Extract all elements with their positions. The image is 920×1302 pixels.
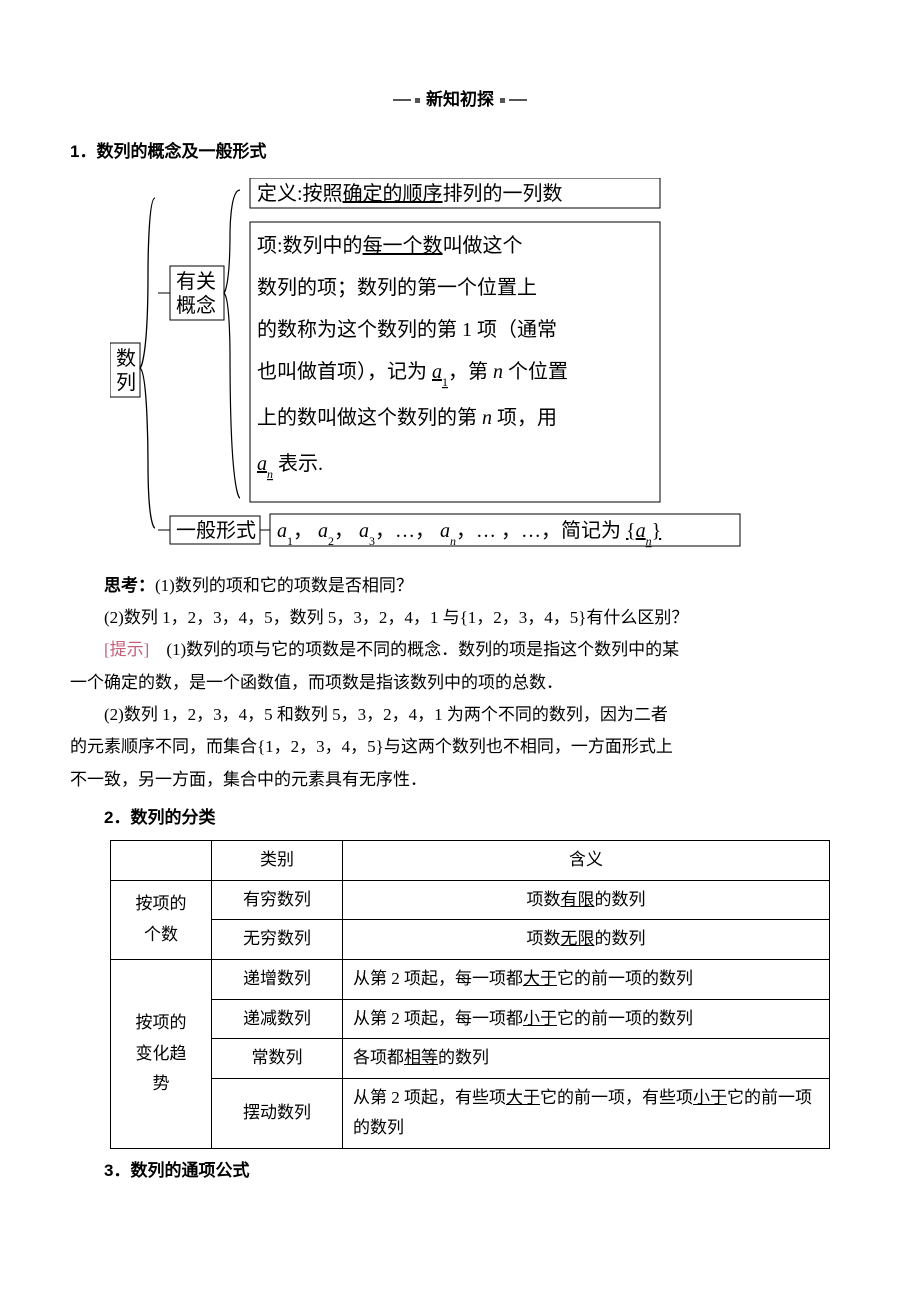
concept-diagram: 数 列 有关 概念 定义:按照确定的顺序排列的一列数 项:数列中的每一个数叫做这…	[110, 178, 850, 559]
section-header: 新知初探	[70, 80, 850, 116]
cell-decr-name: 递减数列	[212, 999, 343, 1039]
cell-const-name: 常数列	[212, 1039, 343, 1079]
svg-text:有关: 有关	[176, 270, 216, 293]
svg-text:一般形式: 一般形式	[176, 519, 256, 542]
decor-bar-left	[393, 99, 411, 101]
cell-incr-desc: 从第 2 项起，每一项都大于它的前一项的数列	[343, 959, 830, 999]
th-blank	[111, 841, 212, 881]
cell-infinite-name: 无穷数列	[212, 920, 343, 960]
group-by-count: 按项的个数	[111, 880, 212, 959]
hint-p1a: [提示] (1)数列的项与它的项数是不同的概念．数列的项是指这个数列中的某	[70, 634, 850, 666]
svg-text:a1， a2， a3，…， an，…: a1， a2， a3，…， an，… ，…，简记为 {an}	[277, 519, 661, 548]
think-label: 思考：	[104, 576, 155, 595]
svg-text:上的数叫做这个数列的第 n 项，用: 上的数叫做这个数列的第 n 项，用	[257, 406, 557, 429]
hint-p2a: (2)数列 1，2，3，4，5 和数列 5，3，2，4，1 为两个不同的数列，因…	[70, 699, 850, 731]
svg-text:数列的项；数列的第一个位置上: 数列的项；数列的第一个位置上	[257, 276, 537, 299]
svg-text:项:数列中的每一个数叫做这个: 项:数列中的每一个数叫做这个	[257, 234, 523, 257]
cell-finite-desc: 项数有限的数列	[343, 880, 830, 920]
svg-text:也叫做首项），记为 a1，第 n 个位置: 也叫做首项），记为 a1，第 n 个位置	[257, 360, 568, 389]
think-q1: 思考：(1)数列的项和它的项数是否相同？	[70, 570, 850, 602]
section3-heading: 3．数列的通项公式	[70, 1155, 850, 1187]
cell-infinite-desc: 项数无限的数列	[343, 920, 830, 960]
th-meaning: 含义	[343, 841, 830, 881]
decor-bar-right	[509, 99, 527, 101]
cell-incr-name: 递增数列	[212, 959, 343, 999]
cell-decr-desc: 从第 2 项起，每一项都小于它的前一项的数列	[343, 999, 830, 1039]
decor-dot-left	[415, 98, 420, 103]
section2-heading: 2．数列的分类	[70, 802, 850, 834]
cell-finite-name: 有穷数列	[212, 880, 343, 920]
section1-heading: 1．数列的概念及一般形式	[70, 136, 850, 168]
hint-p2b: 的元素顺序不同，而集合{1，2，3，4，5}与这两个数列也不相同，一方面形式上	[70, 731, 850, 763]
header-title: 新知初探	[424, 84, 496, 116]
svg-text:概念: 概念	[176, 293, 216, 317]
cell-osc-name: 摆动数列	[212, 1078, 343, 1148]
svg-text:的数称为这个数列的第 1 项（通常: 的数称为这个数列的第 1 项（通常	[257, 318, 557, 341]
hint-label: [提示]	[104, 640, 149, 659]
group-by-trend: 按项的变化趋势	[111, 959, 212, 1148]
cell-osc-desc: 从第 2 项起，有些项大于它的前一项，有些项小于它的前一项的数列	[343, 1078, 830, 1148]
svg-text:数: 数	[116, 347, 136, 370]
classification-table: 类别 含义 按项的个数 有穷数列 项数有限的数列 无穷数列 项数无限的数列 按项…	[110, 840, 830, 1149]
think-q2: (2)数列 1，2，3，4，5，数列 5，3，2，4，1 与{1，2，3，4，5…	[70, 602, 850, 634]
cell-const-desc: 各项都相等的数列	[343, 1039, 830, 1079]
hint-p1b: 一个确定的数，是一个函数值，而项数是指该数列中的项的总数．	[70, 667, 850, 699]
svg-text:an 表示.: an 表示.	[257, 452, 323, 481]
hint-p2c: 不一致，另一方面，集合中的元素具有无序性．	[70, 764, 850, 796]
svg-text:列: 列	[116, 371, 136, 394]
svg-text:定义:按照确定的顺序排列的一列数: 定义:按照确定的顺序排列的一列数	[257, 182, 563, 205]
decor-dot-right	[500, 98, 505, 103]
th-category: 类别	[212, 841, 343, 881]
